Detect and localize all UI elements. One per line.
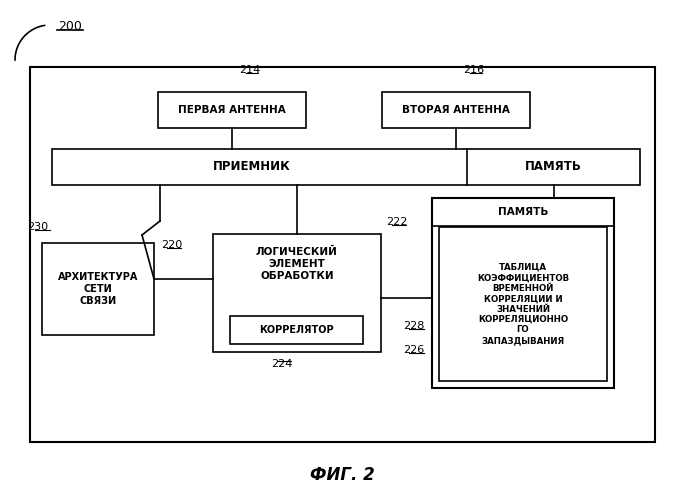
FancyBboxPatch shape xyxy=(439,227,607,381)
Text: 228: 228 xyxy=(404,321,425,331)
FancyBboxPatch shape xyxy=(382,92,530,128)
Text: ФИГ. 2: ФИГ. 2 xyxy=(310,466,374,484)
FancyBboxPatch shape xyxy=(158,92,306,128)
Text: 214: 214 xyxy=(239,65,261,75)
FancyBboxPatch shape xyxy=(30,67,655,442)
Text: 230: 230 xyxy=(27,222,49,232)
Text: 220: 220 xyxy=(161,240,183,250)
Text: ПЕРВАЯ АНТЕННА: ПЕРВАЯ АНТЕННА xyxy=(178,105,286,115)
FancyBboxPatch shape xyxy=(52,149,640,185)
Text: ПРИЕМНИК: ПРИЕМНИК xyxy=(213,160,291,173)
FancyBboxPatch shape xyxy=(230,316,363,344)
Text: АРХИТЕКТУРА
СЕТИ
СВЯЗИ: АРХИТЕКТУРА СЕТИ СВЯЗИ xyxy=(58,272,138,306)
Text: КОРРЕЛЯТОР: КОРРЕЛЯТОР xyxy=(259,325,334,335)
Text: 200: 200 xyxy=(58,20,82,32)
Text: ПАМЯТЬ: ПАМЯТЬ xyxy=(498,207,548,217)
Text: 216: 216 xyxy=(464,65,484,75)
FancyBboxPatch shape xyxy=(42,243,154,335)
Text: ПАМЯТЬ: ПАМЯТЬ xyxy=(525,160,582,173)
FancyBboxPatch shape xyxy=(213,234,381,352)
Text: ЛОГИЧЕСКИЙ
ЭЛЕМЕНТ
ОБРАБОТКИ: ЛОГИЧЕСКИЙ ЭЛЕМЕНТ ОБРАБОТКИ xyxy=(256,248,338,280)
Text: 226: 226 xyxy=(404,345,425,355)
Text: 222: 222 xyxy=(386,217,408,227)
FancyBboxPatch shape xyxy=(432,198,614,388)
Text: ВТОРАЯ АНТЕННА: ВТОРАЯ АНТЕННА xyxy=(402,105,510,115)
Text: 224: 224 xyxy=(272,359,293,369)
Text: ТАБЛИЦА
КОЭФФИЦИЕНТОВ
ВРЕМЕННОЙ
КОРРЕЛЯЦИИ И
ЗНАЧЕНИЙ
КОРРЕЛЯЦИОННО
ГО
ЗАПАЗДЫВА: ТАБЛИЦА КОЭФФИЦИЕНТОВ ВРЕМЕННОЙ КОРРЕЛЯЦ… xyxy=(477,263,569,345)
